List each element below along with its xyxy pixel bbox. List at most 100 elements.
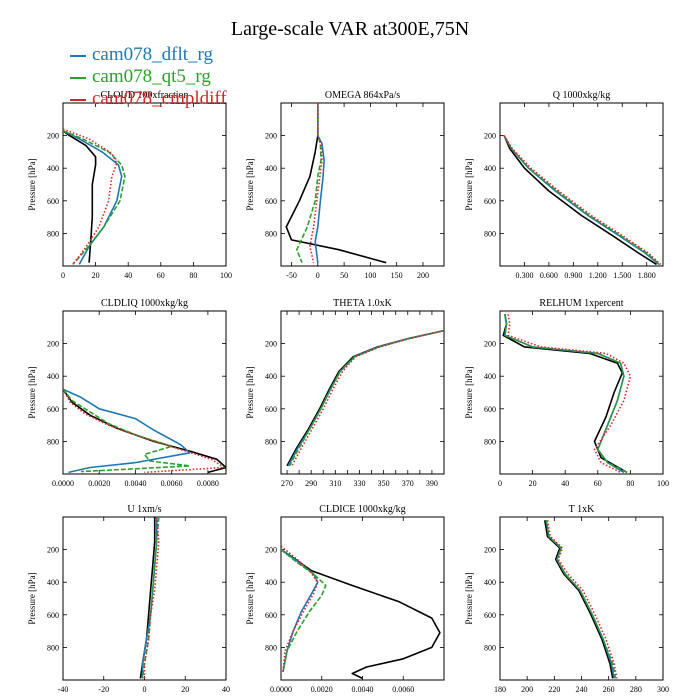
- series-line: [503, 135, 662, 265]
- y-tick-label: 800: [265, 229, 277, 238]
- x-tick-label: 370: [402, 479, 414, 488]
- x-tick-label: 290: [305, 479, 317, 488]
- x-tick-label: 300: [657, 685, 669, 694]
- series-line: [503, 135, 657, 266]
- series-line: [545, 520, 617, 679]
- x-tick-label: 310: [329, 479, 341, 488]
- figure-title: Large-scale VAR at300E,75N: [230, 18, 470, 40]
- legend-label-cmpldiff: cam078_cmpldiff: [92, 88, 227, 109]
- y-tick-label: 600: [47, 405, 59, 414]
- series-line: [503, 135, 660, 266]
- series-line: [286, 329, 444, 467]
- panel-title: U 1xm/s: [127, 504, 161, 515]
- x-tick-label: 100: [220, 271, 232, 280]
- series-line: [281, 548, 441, 680]
- y-tick-label: 200: [484, 132, 496, 141]
- panel-frame: [499, 102, 664, 267]
- x-tick-label: 20: [529, 479, 537, 488]
- y-tick-label: 600: [265, 197, 277, 206]
- series-group: [285, 103, 387, 264]
- x-tick-label: 0.0040: [124, 479, 146, 488]
- x-tick-label: 0.0000: [270, 685, 292, 694]
- y-tick-label: 800: [265, 437, 277, 446]
- panel-title: THETA 1.0xK: [333, 298, 392, 309]
- series-line: [504, 314, 625, 474]
- x-tick-label: 100: [657, 479, 669, 488]
- legend-line-qt5: [70, 77, 86, 79]
- y-tick-label: 800: [47, 229, 59, 238]
- x-tick-label: 200: [521, 685, 533, 694]
- y-tick-label: 600: [265, 405, 277, 414]
- x-tick-label: 50: [340, 271, 348, 280]
- y-tick-label: 200: [484, 546, 496, 555]
- y-tick-label: 800: [47, 437, 59, 446]
- x-tick-label: 0.900: [564, 271, 582, 280]
- x-tick-label: 0: [316, 271, 320, 280]
- y-tick-label: 600: [47, 197, 59, 206]
- x-tick-label: 270: [281, 479, 293, 488]
- x-tick-label: 20: [181, 685, 189, 694]
- x-tick-label: -50: [286, 271, 297, 280]
- x-tick-label: 1.500: [613, 271, 631, 280]
- panel-frame: [280, 102, 445, 267]
- series-group: [503, 135, 662, 266]
- y-tick-label: 600: [47, 611, 59, 620]
- legend-label-dflt: cam078_dflt_rg: [92, 44, 214, 65]
- x-tick-label: 180: [494, 685, 506, 694]
- x-tick-label: 80: [626, 479, 634, 488]
- x-tick-label: 40: [124, 271, 132, 280]
- series-line: [143, 517, 160, 679]
- series-group: [63, 128, 126, 265]
- x-tick-label: 0.300: [515, 271, 533, 280]
- y-tick-label: 800: [484, 643, 496, 652]
- series-line: [281, 545, 319, 672]
- series-line: [63, 130, 97, 263]
- panel-title: RELHUM 1xpercent: [539, 298, 623, 309]
- y-axis-label: Pressure [hPa]: [245, 366, 255, 418]
- legend-item-dflt: cam078_dflt_rg: [70, 44, 227, 66]
- x-tick-label: 0.0080: [197, 479, 219, 488]
- legend-item-cmpldiff: cam078_cmpldiff: [70, 88, 227, 110]
- y-axis-label: Pressure [hPa]: [464, 158, 474, 210]
- y-axis-label: Pressure [hPa]: [245, 572, 255, 624]
- x-tick-label: 0.0000: [52, 479, 74, 488]
- series-group: [502, 314, 632, 474]
- y-tick-label: 800: [47, 643, 59, 652]
- y-axis-label: Pressure [hPa]: [464, 366, 474, 418]
- y-tick-label: 600: [484, 197, 496, 206]
- series-line: [63, 129, 123, 265]
- y-tick-label: 600: [484, 405, 496, 414]
- x-tick-label: 280: [630, 685, 642, 694]
- series-line: [309, 103, 323, 263]
- y-axis-label: Pressure [hPa]: [464, 572, 474, 624]
- series-line: [507, 314, 632, 474]
- series-group: [544, 520, 618, 679]
- series-group: [63, 388, 226, 474]
- x-tick-label: 0: [143, 685, 147, 694]
- y-tick-label: 400: [484, 372, 496, 381]
- series-line: [504, 314, 628, 474]
- x-tick-label: -20: [98, 685, 109, 694]
- x-tick-label: 80: [189, 271, 197, 280]
- y-tick-label: 400: [484, 578, 496, 587]
- series-group: [139, 517, 160, 679]
- y-tick-label: 200: [484, 340, 496, 349]
- series-line: [63, 388, 191, 473]
- x-tick-label: 0: [61, 271, 65, 280]
- x-tick-label: 20: [92, 271, 100, 280]
- y-tick-label: 400: [484, 164, 496, 173]
- y-tick-label: 600: [484, 611, 496, 620]
- x-tick-label: 220: [548, 685, 560, 694]
- panel-frame: [499, 310, 664, 475]
- y-tick-label: 400: [47, 164, 59, 173]
- series-line: [544, 520, 614, 679]
- panel-title: CLDLIQ 1000xkg/kg: [101, 298, 188, 309]
- y-tick-label: 200: [47, 340, 59, 349]
- x-tick-label: 1.200: [589, 271, 607, 280]
- y-tick-label: 400: [47, 578, 59, 587]
- y-tick-label: 200: [47, 546, 59, 555]
- series-line: [63, 129, 126, 265]
